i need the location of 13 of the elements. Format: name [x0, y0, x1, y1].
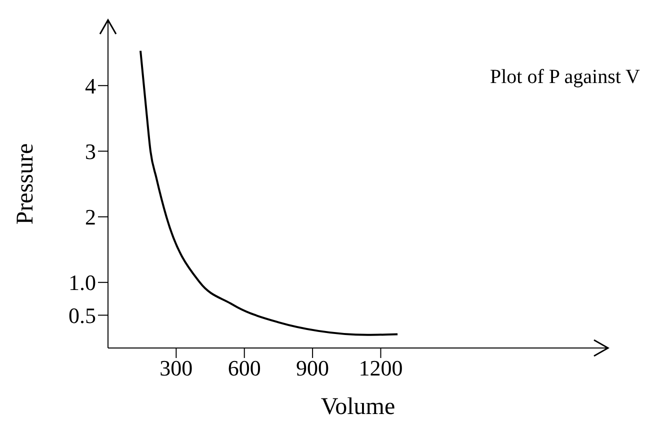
x-tick-label: 600 — [228, 356, 261, 381]
y-tick-label: 1.0 — [68, 270, 96, 296]
x-tick-label: 1200 — [358, 356, 403, 381]
x-tick-label: 300 — [160, 356, 193, 381]
y-tick-label: 4 — [85, 73, 96, 98]
y-tick-label: 0.5 — [68, 303, 96, 328]
y-tick-label: 2 — [85, 204, 96, 230]
x-axis-title: Volume — [320, 394, 396, 420]
y-tick-label: 3 — [85, 139, 96, 164]
x-tick-label: 900 — [296, 356, 330, 381]
line-series — [140, 50, 399, 336]
text: Plot of P against V — [490, 66, 640, 89]
y-axis-title: Pressure — [12, 143, 39, 225]
